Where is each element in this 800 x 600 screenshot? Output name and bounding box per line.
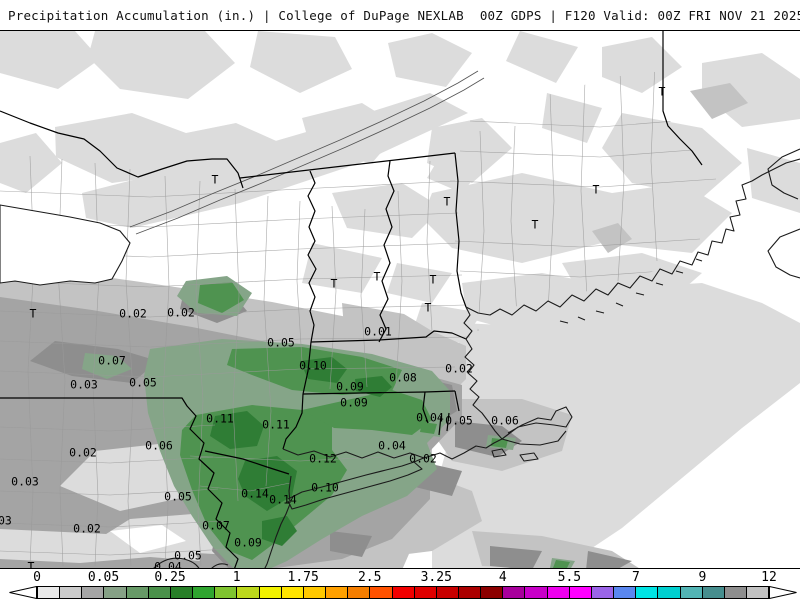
colorbar-cell: [125, 587, 148, 598]
colorbar-tick-label: 3.25: [420, 570, 452, 585]
precip-map: T T T T T T T T T T T 0.02 0.02 0.05 0.01 0.07 0.03 0.05 0…: [0, 30, 800, 569]
colorbar-cell: [280, 587, 303, 598]
map-svg: [0, 31, 800, 568]
colorbar-cell: [236, 587, 259, 598]
colorbar-cell: [435, 587, 458, 598]
colorbar-cell: [169, 587, 193, 598]
colorbar-tick-label: 0: [33, 570, 41, 585]
colorbar-cell: [657, 587, 680, 598]
st-lawrence-river: [129, 70, 485, 235]
colorbar-cell: [568, 587, 591, 598]
colorbar-tick-label: 0.25: [154, 570, 186, 585]
colorbar-cell: [457, 587, 481, 598]
colorbar-cell: [590, 587, 614, 598]
colorbar-cell: [391, 587, 414, 598]
colorbar-cell: [613, 587, 636, 598]
colorbar-tick-label: 1.75: [287, 570, 319, 585]
colorbar-gradient: [37, 586, 769, 599]
colorbar-cell: [59, 587, 82, 598]
colorbar-cell: [258, 587, 281, 598]
colorbar-cell: [214, 587, 237, 598]
colorbar-cell: [81, 587, 104, 598]
colorbar-cell: [701, 587, 724, 598]
title-bar: Precipitation Accumulation (in.) | Colle…: [0, 0, 800, 30]
colorbar-cell: [723, 587, 746, 598]
colorbar-tick-label: 4: [498, 570, 507, 585]
colorbar-tick-label: 1: [232, 570, 241, 585]
colorbar-cell: [480, 587, 503, 598]
colorbar-cell: [679, 587, 702, 598]
state-borders: [0, 31, 703, 568]
colorbar-cell: [502, 587, 525, 598]
colorbar-cell: [103, 587, 126, 598]
lake-ontario: [0, 204, 131, 286]
colorbar-cell: [546, 587, 569, 598]
colorbar-tick-label: 0.05: [87, 570, 120, 585]
colorbar-cell: [38, 587, 60, 598]
model-run-info: 00Z GDPS | F120 Valid: 00Z FRI NOV 21 20…: [479, 7, 800, 23]
colorbar-cell: [147, 587, 170, 598]
colorbar-tick-label: 12: [761, 570, 777, 585]
colorbar-cell: [347, 587, 370, 598]
colorbar-cell: [635, 587, 658, 598]
colorbar-cell: [413, 587, 436, 598]
colorbar-tick-label: 7: [631, 570, 640, 585]
colorbar-cell: [746, 587, 769, 598]
product-title: Precipitation Accumulation (in.) | Colle…: [8, 7, 464, 23]
colorbar: 0 0.05 0.25 1 1.75 2.5 3.25 4 5.5 7 9 12: [0, 569, 800, 600]
colorbar-cell: [325, 587, 348, 598]
colorbar-cell: [369, 587, 392, 598]
colorbar-cell: [302, 587, 326, 598]
colorbar-right-arrow-icon: [769, 586, 797, 599]
colorbar-ticks: 0 0.05 0.25 1 1.75 2.5 3.25 4 5.5 7 9 12: [33, 570, 777, 585]
colorbar-cell: [524, 587, 547, 598]
colorbar-tick-label: 9: [698, 570, 707, 585]
colorbar-tick-label: 5.5: [557, 570, 582, 585]
colorbar-left-arrow-icon: [9, 586, 37, 599]
colorbar-tick-label: 2.5: [357, 570, 382, 585]
coastlines: [153, 148, 800, 568]
colorbar-cell: [192, 587, 215, 598]
